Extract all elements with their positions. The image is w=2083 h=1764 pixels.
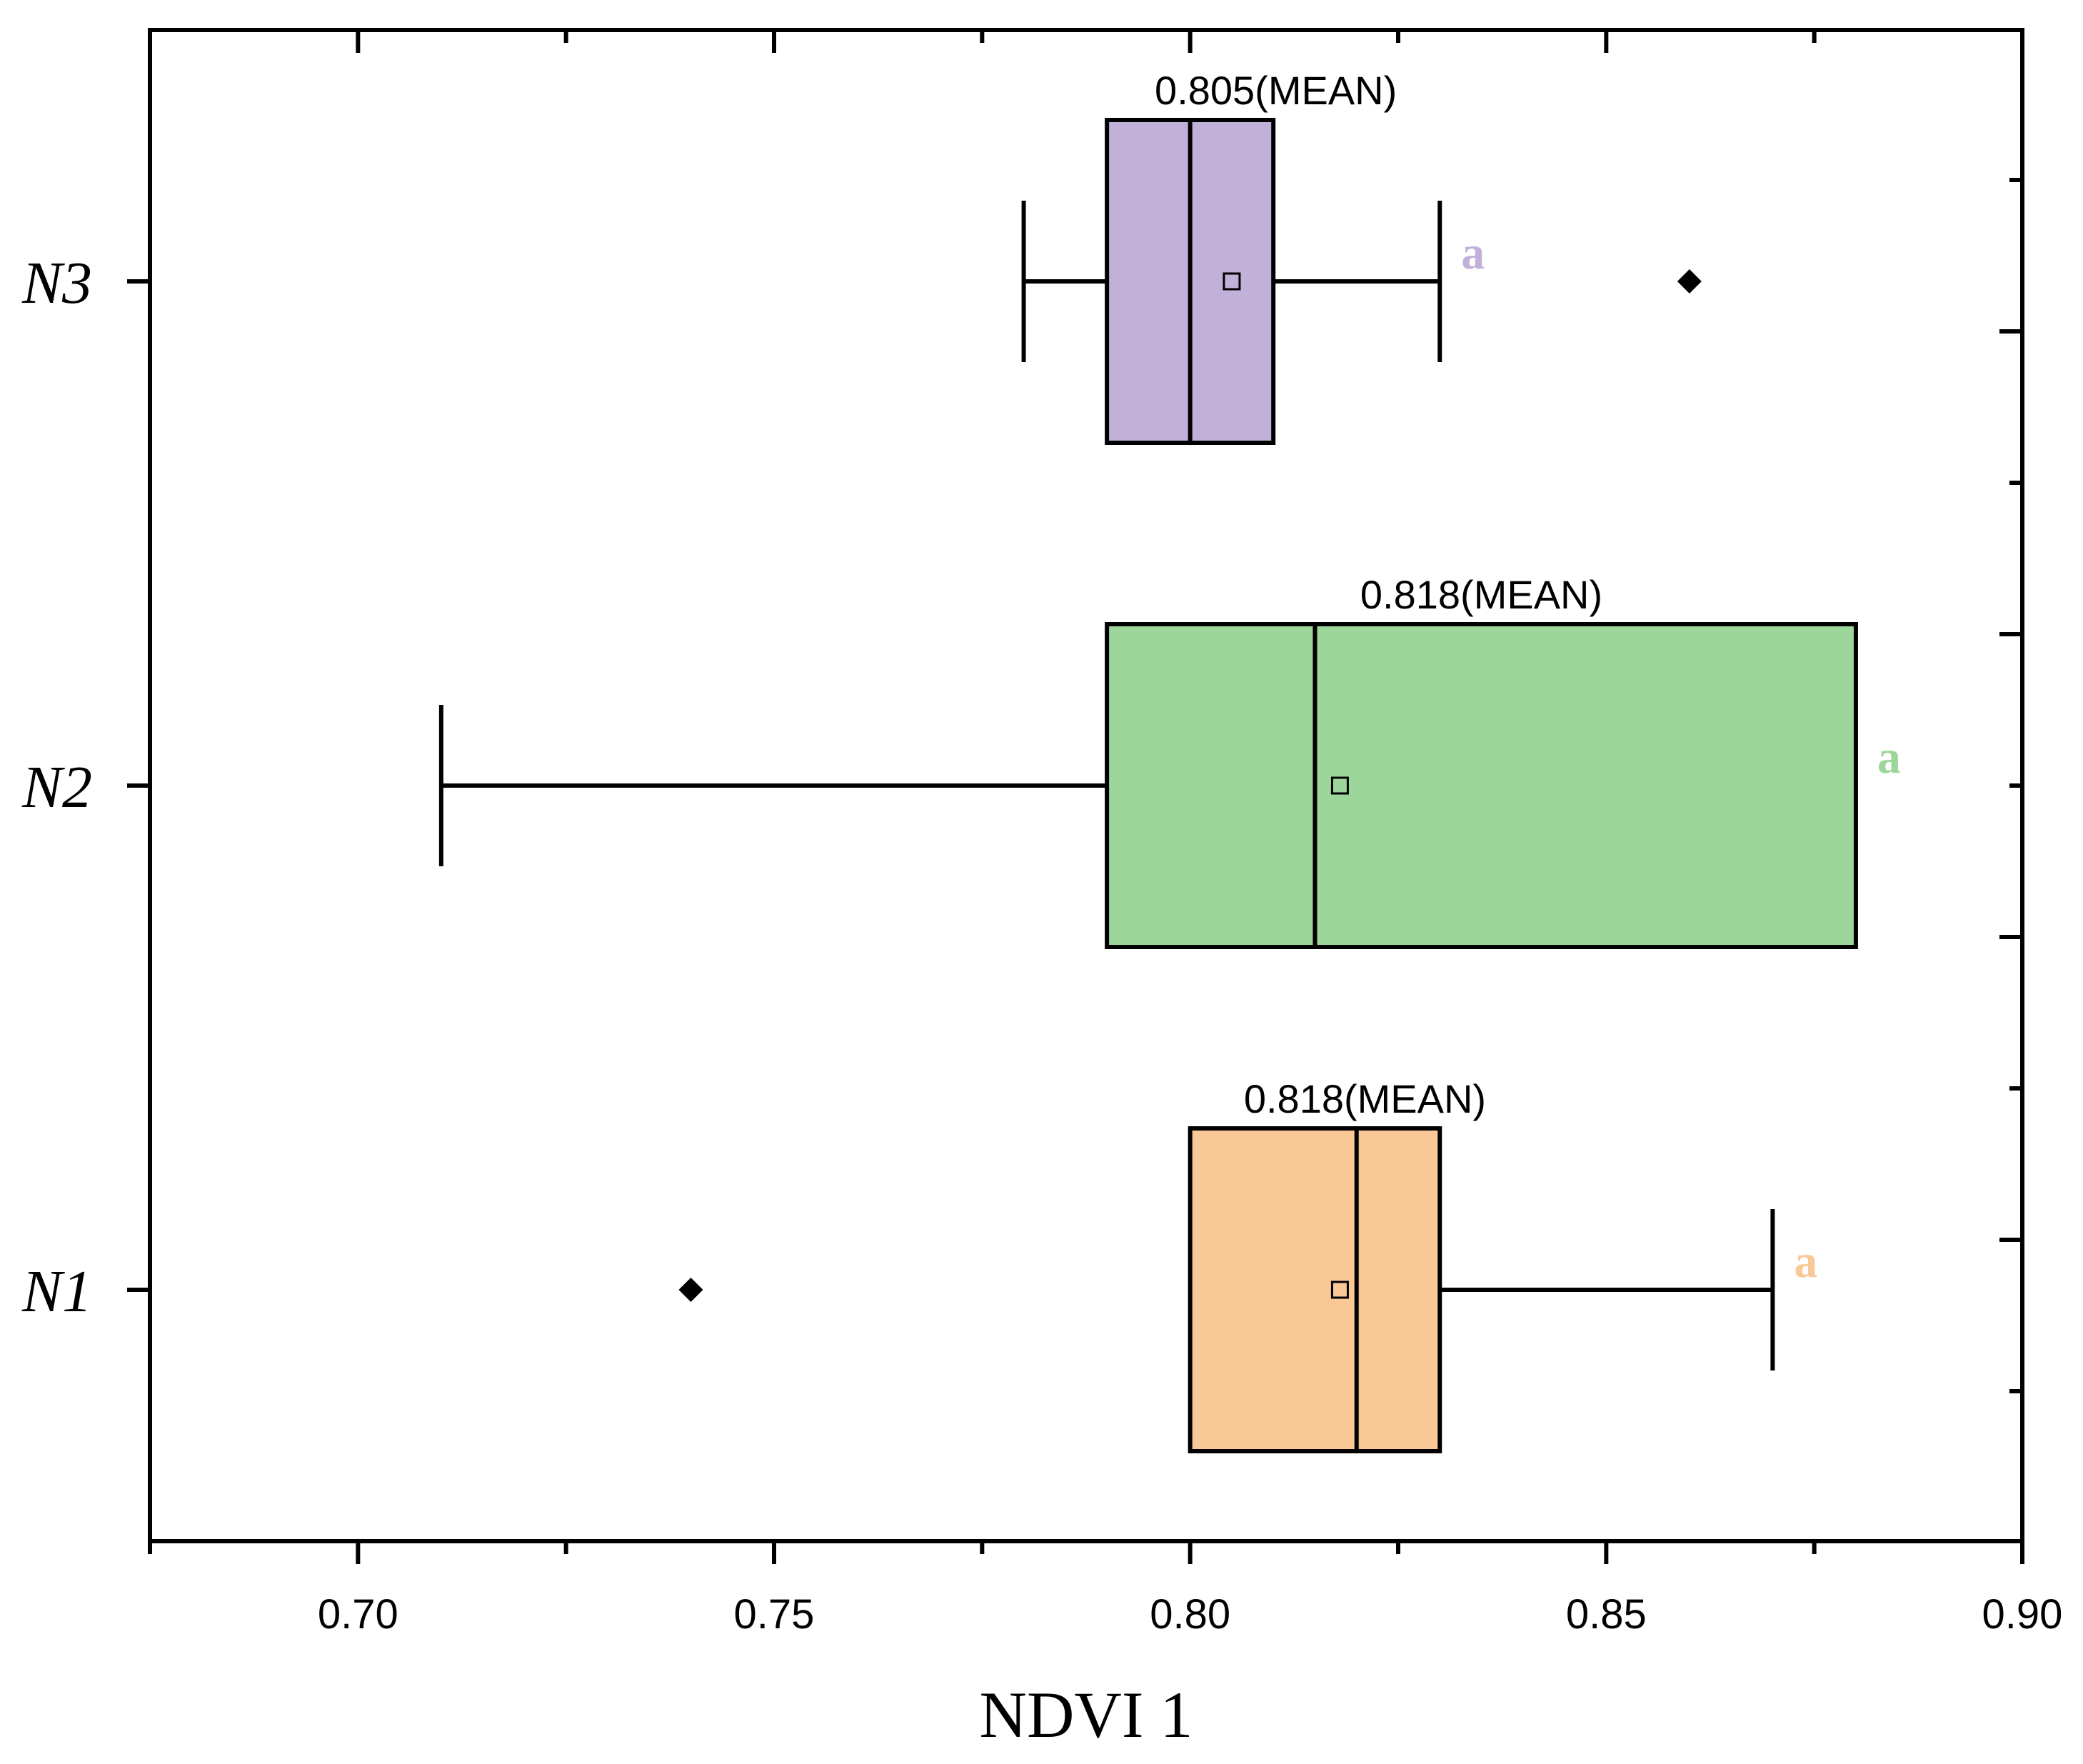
significance-letter: a xyxy=(1794,1236,1817,1288)
x-tick-label: 0.85 xyxy=(1566,1591,1647,1638)
y-category-label: N2 xyxy=(21,754,92,821)
x-tick-labels: 0.70 0.75 0.80 0.85 0.90 xyxy=(318,1591,2063,1638)
mean-label: 0.805(MEAN) xyxy=(1155,68,1397,113)
significance-letter: a xyxy=(1461,227,1485,279)
x-tick-label: 0.90 xyxy=(1982,1591,2063,1638)
mean-marker xyxy=(1330,1281,1349,1299)
mean-marker xyxy=(1223,272,1241,291)
mean-label: 0.818(MEAN) xyxy=(1360,572,1602,617)
outlier-point xyxy=(1677,269,1702,294)
iqr-box xyxy=(1105,622,1858,949)
mean-marker xyxy=(1330,776,1349,795)
significance-letter: a xyxy=(1877,731,1901,783)
x-tick-label: 0.80 xyxy=(1150,1591,1230,1638)
axis-ticks xyxy=(127,30,2024,1564)
x-tick-label: 0.75 xyxy=(734,1591,815,1638)
mean-label: 0.818(MEAN) xyxy=(1244,1076,1486,1121)
box-n1: 0.818(MEAN) a xyxy=(678,1076,1817,1453)
x-tick-label: 0.70 xyxy=(318,1591,398,1638)
y-category-label: N1 xyxy=(21,1258,92,1325)
category-labels: N3 N2 N1 xyxy=(21,250,92,1325)
box-n3: 0.805(MEAN) a xyxy=(1021,68,1702,445)
y-category-label: N3 xyxy=(21,250,92,316)
box-n2: 0.818(MEAN) a xyxy=(438,572,1901,949)
outlier-point xyxy=(678,1278,703,1302)
iqr-box xyxy=(1188,1126,1442,1453)
x-axis-title: NDVI 1 xyxy=(980,1678,1193,1751)
box-series: 0.805(MEAN) a 0.818(MEAN) a 0.818(MEAN) a xyxy=(438,68,1901,1453)
